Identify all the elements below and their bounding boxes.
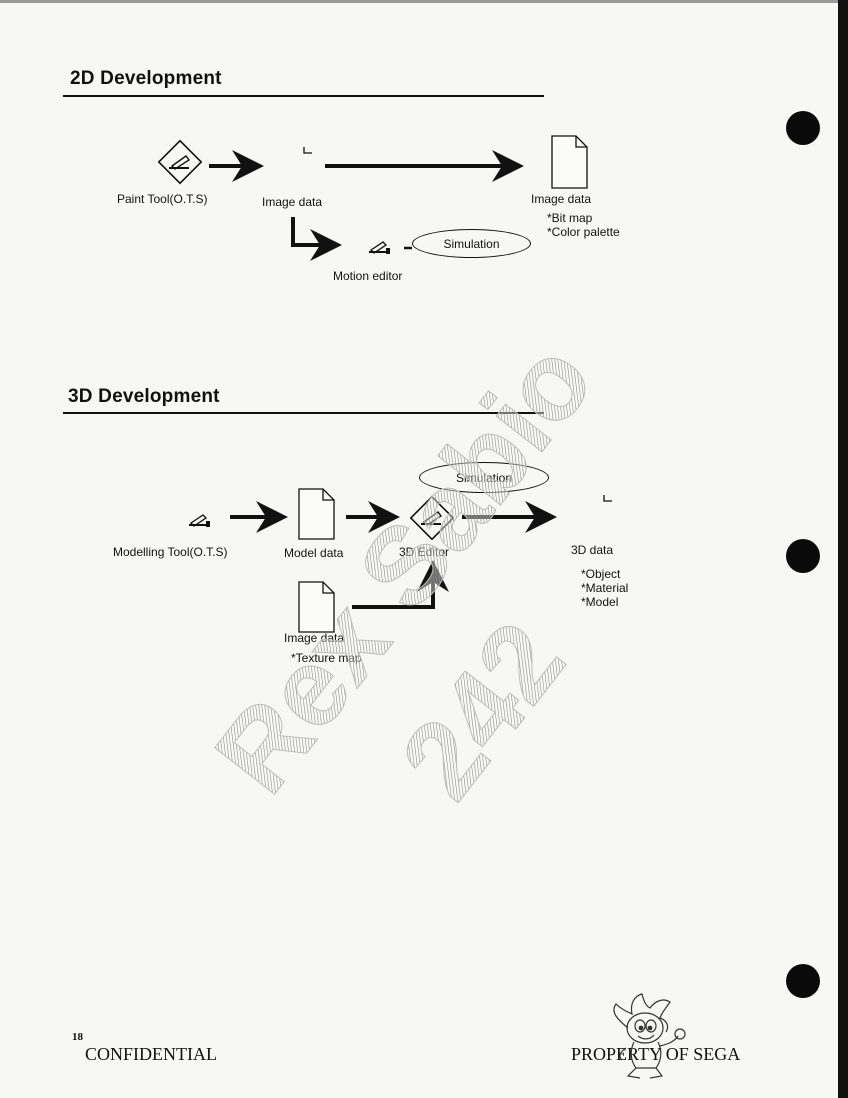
3d-data-label: 3D data (571, 543, 614, 557)
image-data-note-bitmap: *Bit map (547, 211, 593, 225)
simulation-2d-ellipse: Simulation (412, 229, 531, 258)
3d-editor-icon (409, 495, 455, 541)
page-number: 18 (72, 1031, 83, 1043)
motion-editor-label: Motion editor (333, 269, 403, 283)
image-data-mid-label: Image data (262, 195, 323, 209)
simulation-3d-ellipse: Simulation (419, 462, 549, 493)
binder-hole-bottom (786, 964, 820, 998)
image-data-3d-label: Image data (284, 631, 345, 645)
binder-hole-top (786, 111, 820, 145)
mascot-illustration (613, 993, 686, 1079)
heading-3d-development: 3D Development (68, 386, 220, 407)
paint-tool-icon (157, 139, 203, 185)
modelling-tool-label: Modelling Tool(O.T.S) (113, 545, 228, 559)
document-icon-model-data (298, 488, 335, 540)
3d-data-note-object: *Object (581, 567, 621, 581)
image-data-out-label: Image data (531, 192, 592, 206)
binder-hole-middle (786, 539, 820, 573)
heading-rule-2d (63, 95, 544, 97)
3d-data-note-model: *Model (581, 595, 619, 609)
arrow-image-to-motion (291, 217, 342, 261)
image-data-3d-note: *Texture map (291, 651, 362, 665)
scan-edge-right (838, 0, 848, 1098)
document-icon-image-data (551, 135, 588, 189)
document-icon-image-data-3d (298, 581, 335, 633)
diagram-3d-arrows (189, 488, 612, 633)
heading-rule-3d (63, 412, 544, 414)
diagram-2d-arrows (157, 135, 588, 261)
scan-edge-top (0, 0, 848, 3)
image-data-note-palette: *Color palette (547, 225, 620, 239)
3d-data-note-material: *Material (581, 581, 629, 595)
model-data-label: Model data (284, 546, 344, 560)
paint-tool-label: Paint Tool(O.T.S) (117, 192, 208, 206)
modelling-tool-icon (189, 514, 210, 527)
footer-property-of-sega: PROPERTY OF SEGA (571, 1044, 741, 1064)
motion-editor-icon (369, 241, 390, 254)
3d-editor-label: 3D Editor (399, 545, 450, 559)
heading-2d-development: 2D Development (70, 68, 222, 89)
arrow-image-to-editor (352, 560, 449, 609)
footer-confidential: CONFIDENTIAL (85, 1044, 217, 1064)
